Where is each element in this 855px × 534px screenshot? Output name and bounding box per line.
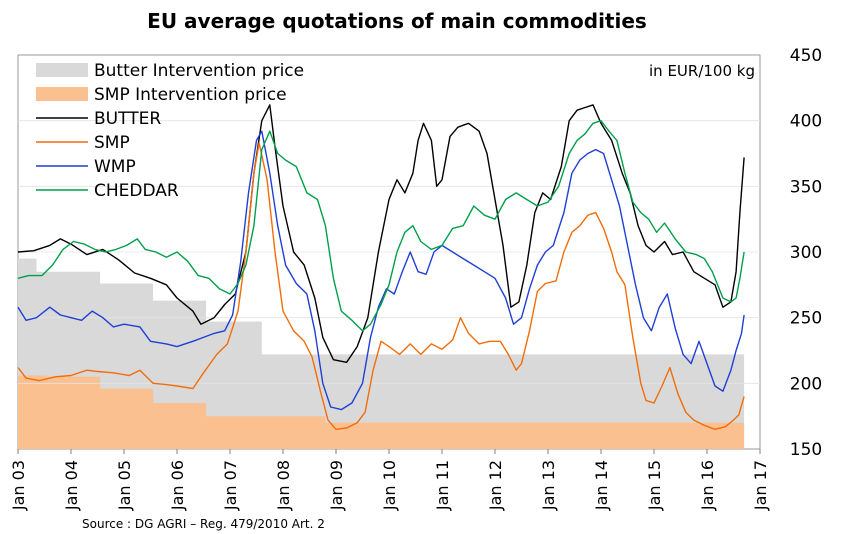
area-smp-intervention-price (18, 375, 745, 449)
legend-label-wmp: WMP (94, 157, 136, 177)
series-lines (17, 104, 745, 430)
legend-swatch-butter-intervention-price (36, 63, 88, 77)
x-tick-label-2003: Jan 03 (9, 460, 28, 511)
x-tick-label-2010: Jan 10 (380, 460, 399, 511)
series-smp (17, 142, 745, 430)
series-cheddar (17, 120, 745, 332)
y-tick-label-150: 150 (790, 440, 822, 460)
y-tick-label-300: 300 (790, 243, 822, 263)
y-tick-label-250: 250 (790, 309, 822, 329)
intervention-areas (18, 258, 745, 449)
area-butter-intervention-price (18, 258, 745, 449)
chart-title: EU average quotations of main commoditie… (147, 9, 647, 33)
x-tick-label-2016: Jan 16 (698, 460, 717, 511)
legend-label-smp: SMP (94, 133, 130, 153)
y-tick-label-400: 400 (790, 112, 822, 132)
x-tick-label-2004: Jan 04 (62, 460, 81, 511)
y-tick-label-450: 450 (790, 46, 822, 66)
x-tick-label-2013: Jan 13 (539, 460, 558, 511)
y-axis: 150 200 250 300 350 400 450 (790, 46, 822, 460)
x-tick-label-2009: Jan 09 (327, 460, 346, 511)
legend-swatch-smp-intervention-price (36, 87, 88, 101)
x-tick-label-2012: Jan 12 (486, 460, 505, 511)
x-tick-label-2006: Jan 06 (168, 460, 187, 511)
x-tick-label-2007: Jan 07 (221, 460, 240, 511)
legend-label-butter-intervention-price: Butter Intervention price (94, 61, 304, 81)
legend-label-cheddar: CHEDDAR (94, 181, 179, 201)
legend-label-smp-intervention-price: SMP Intervention price (94, 85, 287, 105)
y-gridlines (18, 120, 760, 384)
legend: Butter Intervention price SMP Interventio… (36, 61, 304, 201)
series-butter (17, 104, 745, 363)
y-tick-label-200: 200 (790, 374, 822, 394)
y-tick-label-350: 350 (790, 177, 822, 197)
x-axis: Jan 03 Jan 04 Jan 05 Jan 06 Jan 07 Jan 08 Jan … (9, 449, 770, 511)
legend-label-butter: BUTTER (94, 109, 161, 129)
source-note: Source : DG AGRI – Reg. 479/2010 Art. 2 (82, 517, 325, 531)
x-tick-label-2011: Jan 11 (433, 460, 452, 511)
unit-label: in EUR/100 kg (649, 62, 755, 80)
x-tick-label-2005: Jan 05 (115, 460, 134, 511)
x-tick-label-2017: Jan 17 (751, 460, 770, 511)
x-tick-label-2014: Jan 14 (592, 460, 611, 511)
x-tick-label-2008: Jan 08 (274, 460, 293, 511)
x-tick-label-2015: Jan 15 (645, 460, 664, 511)
series-wmp (17, 130, 745, 411)
